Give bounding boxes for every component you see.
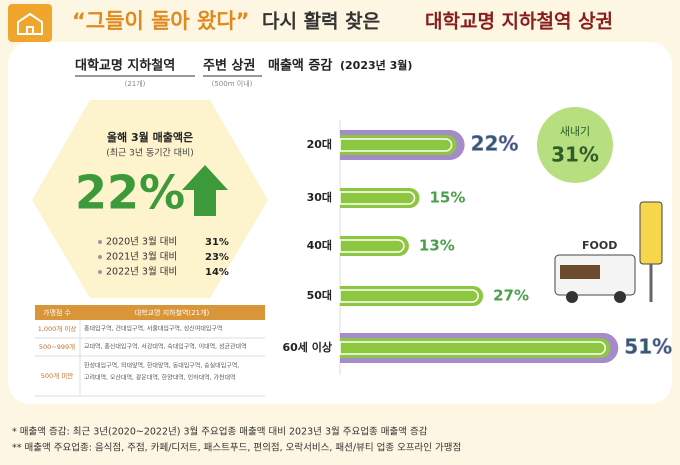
- bullet: [98, 270, 102, 274]
- up-arrow: [182, 165, 228, 216]
- title-middle: 다시 활력 찾은: [262, 11, 380, 33]
- bar-inner-line: [339, 239, 405, 253]
- comparison-value: 23%: [205, 252, 229, 263]
- comparison-label: 2020년 3월 대비: [106, 236, 177, 248]
- subtitle: 대학교명 지하철역: [75, 58, 175, 74]
- comparison-value: 14%: [205, 267, 229, 278]
- truck-window: [560, 265, 600, 279]
- bar: [340, 188, 420, 208]
- bar: [340, 236, 409, 256]
- comparison-label: 2022년 3월 대비: [106, 266, 177, 278]
- comparisons: 2020년 3월 대비 31% 2021년 3월 대비 23% 2022년 3월 대비 1…: [98, 236, 229, 278]
- value-label: 51%: [624, 335, 672, 359]
- bars: 20대 22% 30대 15% 40대 13% 50대 27% 60세 이상 51%: [283, 130, 672, 363]
- footnote: ** 매출액 주요업종: 음식점, 주점, 카페/디저트, 패스트푸드, 편의점…: [12, 442, 461, 454]
- value-label: 13%: [419, 237, 455, 255]
- table-cell: 홍대입구역, 건대입구역, 서울대입구역, 성신여대입구역: [84, 325, 222, 333]
- table-cell: 고려대역, 오산대역, 광운대역, 한양대역, 인하대역, 가천대역: [84, 374, 236, 382]
- title-end: 대학교명 지하철역 상권: [425, 11, 613, 33]
- value-label: 22%: [471, 132, 519, 156]
- table-cell: 한성대입구역, 외대앞역, 한대앞역, 동대입구역, 숭실대입구역,: [84, 362, 239, 370]
- table-cell: 교대역, 홍신대입구역, 서강대역, 숙대입구역, 이대역, 성균관대역: [84, 343, 247, 351]
- bar: [340, 135, 457, 155]
- hexagon: [32, 100, 268, 298]
- wheel: [614, 291, 626, 303]
- table-cell: 500~999개: [39, 342, 75, 351]
- bubble: [537, 107, 613, 183]
- summary-line: (최근 3년 동기간 대비): [106, 148, 194, 159]
- bubble-value: 31%: [551, 143, 599, 167]
- table-header: 대학교명 지하철역(21개): [135, 308, 210, 317]
- footnote: * 매출액 증감: 최근 3년(2020~2022년) 3월 주요업종 매출액 …: [12, 426, 428, 438]
- comparison-value: 31%: [205, 237, 229, 248]
- subtitle: (2023년 3월): [340, 58, 412, 72]
- category-label: 30대: [307, 190, 332, 204]
- bar: [340, 286, 484, 306]
- table-header: 가맹점 수: [43, 308, 72, 317]
- notes: * 매출액 증감: 최근 3년(2020~2022년) 3월 주요업종 매출액 …: [12, 426, 461, 454]
- table-cell: 1,000개 이상: [38, 324, 77, 333]
- value-label: 15%: [430, 189, 466, 207]
- bus-sign: [639, 201, 663, 265]
- subtitle-note: (21개): [125, 79, 146, 88]
- bubble-label: 새내기: [560, 125, 590, 138]
- summary-line: 올해 3월 매출액은: [107, 130, 193, 144]
- bar-inner-line: [339, 289, 479, 303]
- school-icon-shape: [17, 12, 43, 35]
- bar-inner-line: [339, 341, 607, 355]
- wheel: [566, 291, 578, 303]
- bar-inner-line: [339, 191, 416, 205]
- category-label: 50대: [307, 288, 332, 302]
- title-quote: “그들이 돌아 왔다”: [72, 9, 249, 33]
- category-label: 20대: [307, 137, 332, 151]
- truck-sign: FOOD: [582, 239, 617, 252]
- value-label: 27%: [493, 287, 529, 305]
- table: 가맹점 수 대학교명 지하철역(21개) 1,000개 이상 홍대입구역, 건대입구역…: [35, 305, 265, 397]
- comparison-label: 2021년 3월 대비: [106, 251, 177, 263]
- food-truck: FOOD: [554, 201, 663, 303]
- subtitle: 매출액 증감: [268, 58, 332, 74]
- summary-big: 22%: [75, 166, 185, 220]
- bullet: [98, 255, 102, 259]
- bullet: [98, 240, 102, 244]
- subtitle-note: (500m 이내): [212, 79, 253, 88]
- bar-inner-line: [339, 138, 453, 152]
- category-label: 40대: [307, 238, 332, 252]
- school-icon: [8, 4, 52, 42]
- table-cell: 500개 미만: [41, 371, 73, 380]
- subtitle: 주변 상권: [203, 59, 255, 74]
- table-header-bg: [35, 305, 265, 320]
- bar: [340, 338, 611, 358]
- category-label: 60세 이상: [283, 340, 333, 354]
